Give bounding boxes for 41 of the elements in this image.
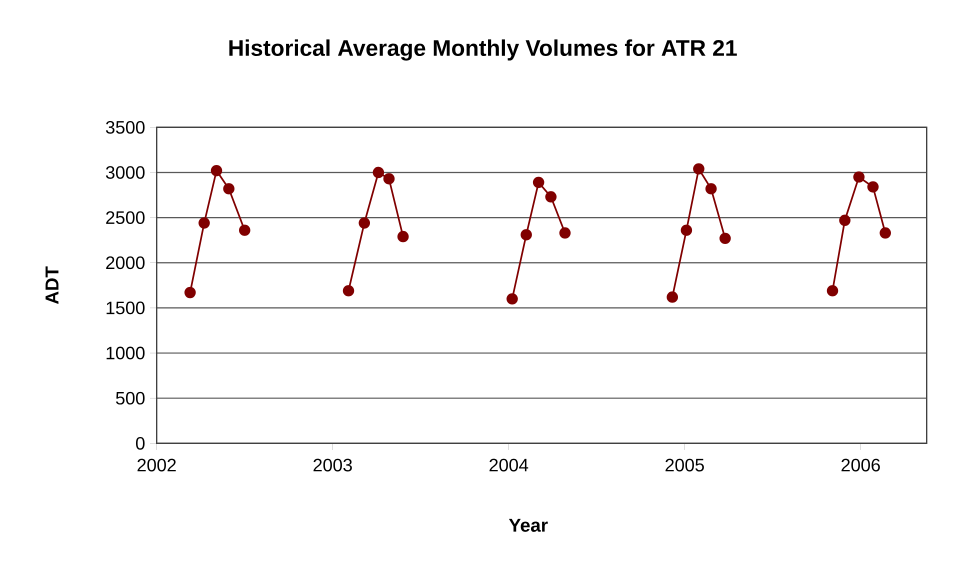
point bbox=[719, 232, 731, 244]
point bbox=[198, 217, 210, 229]
point bbox=[545, 191, 557, 203]
y-tick-label: 3500 bbox=[106, 120, 145, 134]
point bbox=[839, 214, 850, 226]
point bbox=[880, 227, 891, 239]
point bbox=[520, 229, 532, 240]
point bbox=[705, 183, 717, 194]
point bbox=[342, 285, 354, 296]
x-axis-title: Year bbox=[508, 518, 548, 532]
point bbox=[372, 166, 384, 178]
point bbox=[666, 291, 678, 303]
y-tick-label: 500 bbox=[116, 392, 145, 405]
x-tick-label: 2006 bbox=[842, 458, 880, 472]
point bbox=[210, 165, 222, 176]
point bbox=[184, 286, 196, 298]
point bbox=[383, 173, 395, 184]
point bbox=[853, 171, 865, 183]
y-axis-title: ADT bbox=[46, 266, 58, 304]
point bbox=[532, 176, 544, 188]
point bbox=[223, 183, 234, 194]
x-tick-label: 2003 bbox=[314, 458, 352, 472]
point bbox=[239, 224, 250, 236]
chart-title: Historical Average Monthly Volumes for ATR 21 bbox=[229, 39, 737, 61]
y-tick-label: 2000 bbox=[106, 256, 145, 270]
point bbox=[826, 285, 838, 296]
point bbox=[559, 227, 571, 239]
x-tick-label: 2002 bbox=[138, 458, 176, 472]
point bbox=[397, 230, 409, 242]
y-tick-label: 0 bbox=[136, 436, 145, 450]
y-tick-label: 1000 bbox=[106, 346, 145, 360]
x-tick-label: 2004 bbox=[490, 458, 528, 472]
x-tick-label: 2005 bbox=[666, 458, 704, 472]
point bbox=[358, 217, 370, 229]
point bbox=[506, 293, 518, 305]
point bbox=[680, 224, 692, 236]
y-tick-label: 3000 bbox=[106, 166, 145, 179]
y-tick-label: 1500 bbox=[106, 302, 145, 314]
point bbox=[693, 163, 704, 175]
point bbox=[867, 181, 879, 193]
y-tick-label: 2500 bbox=[106, 211, 145, 224]
